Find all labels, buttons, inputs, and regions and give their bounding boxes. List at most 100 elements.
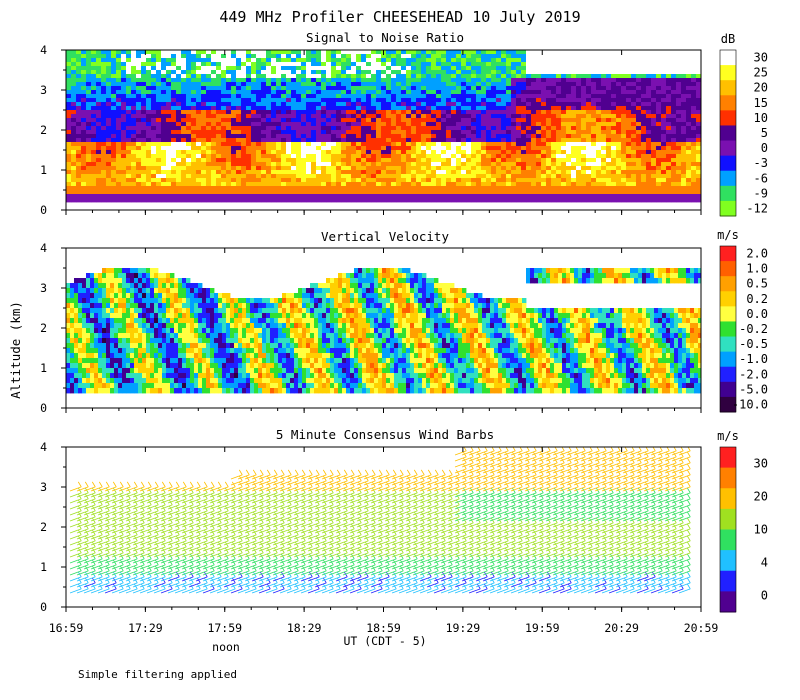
- snr-cell: [116, 194, 122, 199]
- snr-cell: [226, 138, 232, 143]
- snr-cell: [521, 110, 527, 115]
- snr-cell: [81, 126, 87, 131]
- snr-cell: [276, 162, 282, 167]
- snr-cell: [511, 174, 517, 179]
- snr-cell: [656, 94, 662, 99]
- snr-cell: [396, 186, 402, 191]
- snr-cell: [141, 114, 147, 119]
- snr-cell: [596, 90, 602, 95]
- snr-cell: [526, 162, 532, 167]
- snr-cell: [296, 182, 302, 187]
- snr-cell: [661, 94, 667, 99]
- snr-cell: [421, 54, 427, 59]
- snr-cell: [156, 70, 162, 75]
- snr-cell: [346, 94, 352, 99]
- snr-cell: [341, 50, 347, 55]
- snr-cell: [211, 174, 217, 179]
- snr-cell: [241, 106, 247, 111]
- snr-cell: [121, 74, 127, 79]
- snr-cell: [421, 114, 427, 119]
- snr-cell: [326, 178, 332, 183]
- snr-cell: [391, 86, 397, 91]
- snr-cell: [121, 166, 127, 171]
- snr-cell: [391, 130, 397, 135]
- snr-cell: [361, 118, 367, 123]
- snr-cell: [371, 66, 377, 71]
- snr-cell: [506, 118, 512, 123]
- snr-cell: [296, 110, 302, 115]
- snr-cell: [651, 142, 657, 147]
- snr-cell: [231, 162, 237, 167]
- snr-cell: [146, 106, 152, 111]
- snr-cell: [576, 166, 582, 171]
- snr-cell: [451, 62, 457, 67]
- snr-cell: [386, 78, 392, 83]
- snr-cell: [336, 190, 342, 195]
- snr-cell: [341, 62, 347, 67]
- snr-cell: [476, 174, 482, 179]
- snr-cell: [121, 122, 127, 127]
- snr-cell: [346, 174, 352, 179]
- snr-cell: [436, 162, 442, 167]
- snr-cell: [286, 62, 292, 67]
- snr-cell: [466, 74, 472, 79]
- snr-cell: [456, 114, 462, 119]
- snr-cell: [211, 122, 217, 127]
- snr-cell: [581, 170, 587, 175]
- snr-cell: [321, 110, 327, 115]
- snr-cell: [466, 102, 472, 107]
- snr-cell: [396, 166, 402, 171]
- snr-cell: [606, 170, 612, 175]
- snr-cell: [261, 66, 267, 71]
- snr-cell: [411, 170, 417, 175]
- snr-cell: [611, 66, 617, 71]
- snr-cell: [671, 50, 677, 55]
- snr-cell: [596, 174, 602, 179]
- snr-cell: [656, 66, 662, 71]
- snr-cell: [246, 118, 252, 123]
- snr-cell: [556, 198, 562, 203]
- snr-cell: [431, 66, 437, 71]
- snr-cell: [256, 170, 262, 175]
- snr-cell: [696, 86, 701, 91]
- snr-cell: [106, 154, 112, 159]
- snr-cell: [611, 146, 617, 151]
- snr-cell: [346, 178, 352, 183]
- snr-cell: [146, 178, 152, 183]
- snr-cell: [506, 158, 512, 163]
- snr-cell: [371, 178, 377, 183]
- snr-cell: [636, 122, 642, 127]
- snr-cell: [166, 62, 172, 67]
- snr-cell: [631, 130, 637, 135]
- snr-cell: [246, 70, 252, 75]
- snr-cell: [461, 150, 467, 155]
- snr-cell: [321, 50, 327, 55]
- snr-cell: [441, 182, 447, 187]
- snr-cell: [386, 170, 392, 175]
- snr-cell: [691, 166, 697, 171]
- snr-cell: [286, 130, 292, 135]
- snr-cell: [616, 126, 622, 131]
- snr-cell: [266, 54, 272, 59]
- snr-cell: [176, 194, 182, 199]
- snr-cell: [136, 142, 142, 147]
- snr-cell: [216, 134, 222, 139]
- snr-cell: [406, 146, 412, 151]
- snr-cell: [321, 70, 327, 75]
- snr-cell: [346, 78, 352, 83]
- snr-cell: [541, 102, 547, 107]
- snr-cell: [626, 150, 632, 155]
- snr-cell: [111, 198, 117, 203]
- snr-cell: [566, 118, 572, 123]
- snr-cell: [521, 54, 527, 59]
- snr-cell: [311, 106, 317, 111]
- snr-cell: [246, 102, 252, 107]
- y-tick-label: 3: [40, 83, 47, 97]
- snr-cell: [506, 146, 512, 151]
- snr-cell: [476, 118, 482, 123]
- snr-cell: [316, 198, 322, 203]
- snr-cell: [141, 138, 147, 143]
- snr-cell: [636, 178, 642, 183]
- snr-cell: [231, 190, 237, 195]
- snr-cell: [411, 178, 417, 183]
